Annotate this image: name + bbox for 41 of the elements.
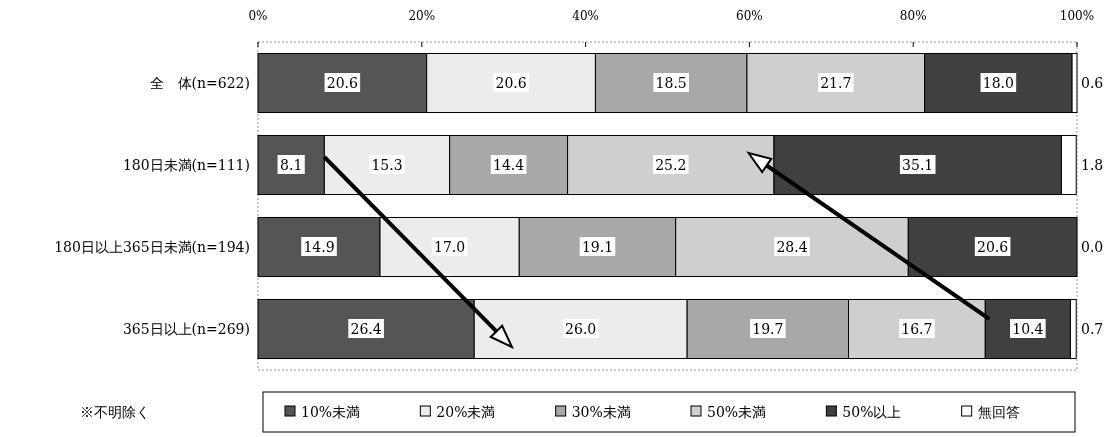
data-label: 16.7 (901, 321, 933, 337)
y-tick-label: 全 体(n=622) (149, 75, 250, 91)
data-label: 18.0 (982, 75, 1014, 91)
legend-label: 無回答 (977, 404, 1020, 420)
y-tick-label: 180日以上365日未満(n=194) (54, 239, 250, 255)
data-label: 20.6 (326, 75, 359, 91)
data-label: 35.1 (902, 157, 934, 173)
data-label: 17.0 (434, 239, 466, 255)
y-tick-label: 365日以上(n=269) (122, 321, 250, 337)
legend-label: 50%未満 (707, 404, 767, 420)
x-tick-label: 80% (899, 9, 927, 23)
data-label: 28.4 (776, 239, 808, 255)
data-label: 14.9 (303, 239, 335, 255)
data-label: 26.4 (350, 321, 382, 337)
x-tick-label: 0% (248, 9, 268, 23)
data-label: 14.4 (493, 157, 525, 173)
legend-label: 10%未満 (301, 404, 361, 420)
legend-label: 20%未満 (436, 404, 496, 420)
data-label: 19.1 (581, 239, 614, 255)
data-label: 20.6 (977, 239, 1009, 255)
data-label: 15.3 (371, 157, 403, 173)
legend-label: 50%以上 (842, 404, 902, 420)
data-label: 8.1 (280, 157, 303, 173)
data-label: 18.5 (655, 75, 687, 91)
data-label: 26.0 (565, 321, 597, 337)
x-tick-label: 100% (1059, 9, 1095, 23)
y-tick-label: 180日未満(n=111) (122, 157, 250, 173)
data-label: 0.7 (1081, 321, 1104, 337)
text: ※不明除く (80, 404, 150, 420)
x-tick-label: 60% (736, 9, 763, 23)
x-tick-label: 40% (572, 9, 599, 23)
data-label: 10.4 (1012, 321, 1044, 337)
data-label: 21.7 (820, 75, 852, 91)
data-label: 0.6 (1081, 75, 1104, 91)
data-label: 1.8 (1081, 157, 1104, 173)
x-tick-label: 20% (408, 9, 436, 23)
data-label: 20.6 (495, 75, 527, 91)
data-label: 25.2 (655, 157, 687, 173)
legend-label: 30%未満 (571, 404, 631, 420)
data-label: 19.7 (752, 321, 784, 337)
data-label: 0.0 (1081, 239, 1104, 255)
